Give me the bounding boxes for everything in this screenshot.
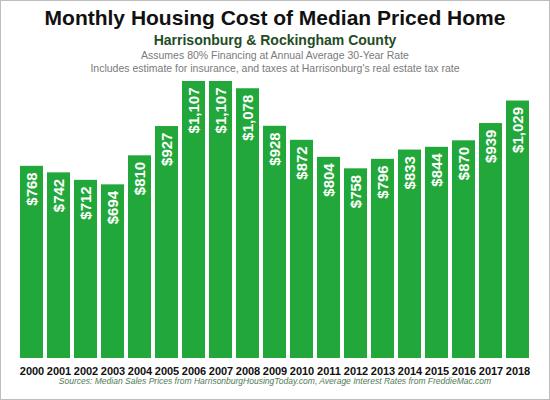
svg-text:$1,107: $1,107 bbox=[185, 88, 202, 134]
svg-text:$694: $694 bbox=[104, 190, 121, 224]
html-text:Includes estimate for insuranc: Includes estimate for insurance, and tax… bbox=[90, 62, 460, 74]
svg-text:$1,078: $1,078 bbox=[239, 95, 256, 141]
svg-text:2001: 2001 bbox=[47, 365, 71, 376]
svg-text:2014: 2014 bbox=[398, 365, 423, 376]
svg-text:$768: $768 bbox=[23, 172, 40, 205]
svg-text:2018: 2018 bbox=[506, 365, 530, 376]
svg-text:2011: 2011 bbox=[317, 365, 341, 376]
svg-text:2015: 2015 bbox=[425, 365, 449, 376]
svg-text:$939: $939 bbox=[482, 130, 499, 163]
svg-text:2007: 2007 bbox=[209, 365, 233, 376]
svg-text:$742: $742 bbox=[50, 179, 67, 212]
svg-text:2002: 2002 bbox=[74, 365, 98, 376]
svg-text:2000: 2000 bbox=[20, 365, 44, 376]
svg-text:$928: $928 bbox=[266, 132, 283, 165]
svg-text:2008: 2008 bbox=[236, 365, 260, 376]
svg-text:2010: 2010 bbox=[290, 365, 314, 376]
svg-text:$844: $844 bbox=[428, 153, 445, 187]
svg-text:$927: $927 bbox=[158, 133, 175, 166]
svg-text:$810: $810 bbox=[131, 162, 148, 195]
svg-text:$872: $872 bbox=[293, 146, 310, 179]
svg-text:2006: 2006 bbox=[182, 365, 206, 376]
html-text:Monthly Housing Cost of Median: Monthly Housing Cost of Median Priced Ho… bbox=[44, 6, 506, 29]
svg-text:2013: 2013 bbox=[371, 365, 395, 376]
svg-text:$804: $804 bbox=[320, 163, 337, 197]
svg-text:2017: 2017 bbox=[479, 365, 503, 376]
svg-text:2004: 2004 bbox=[128, 365, 153, 376]
svg-text:$1,107: $1,107 bbox=[212, 88, 229, 134]
svg-text:$833: $833 bbox=[401, 156, 418, 189]
html-text:Assumes 80% Financing at Annua: Assumes 80% Financing at Annual Average … bbox=[141, 49, 409, 61]
svg-text:$758: $758 bbox=[347, 175, 364, 208]
svg-text:$712: $712 bbox=[77, 186, 94, 219]
html-text:Sources: Median Sales Prices f: Sources: Median Sales Prices from Harris… bbox=[58, 376, 492, 386]
svg-text:$1,029: $1,029 bbox=[509, 107, 526, 153]
svg-text:$870: $870 bbox=[455, 147, 472, 180]
svg-text:2009: 2009 bbox=[263, 365, 287, 376]
svg-text:2005: 2005 bbox=[155, 365, 179, 376]
svg-text:2003: 2003 bbox=[101, 365, 125, 376]
svg-text:2016: 2016 bbox=[452, 365, 476, 376]
html-text:Harrisonburg & Rockingham Coun: Harrisonburg & Rockingham County bbox=[153, 32, 397, 48]
svg-text:2012: 2012 bbox=[344, 365, 368, 376]
svg-text:$796: $796 bbox=[374, 165, 391, 198]
